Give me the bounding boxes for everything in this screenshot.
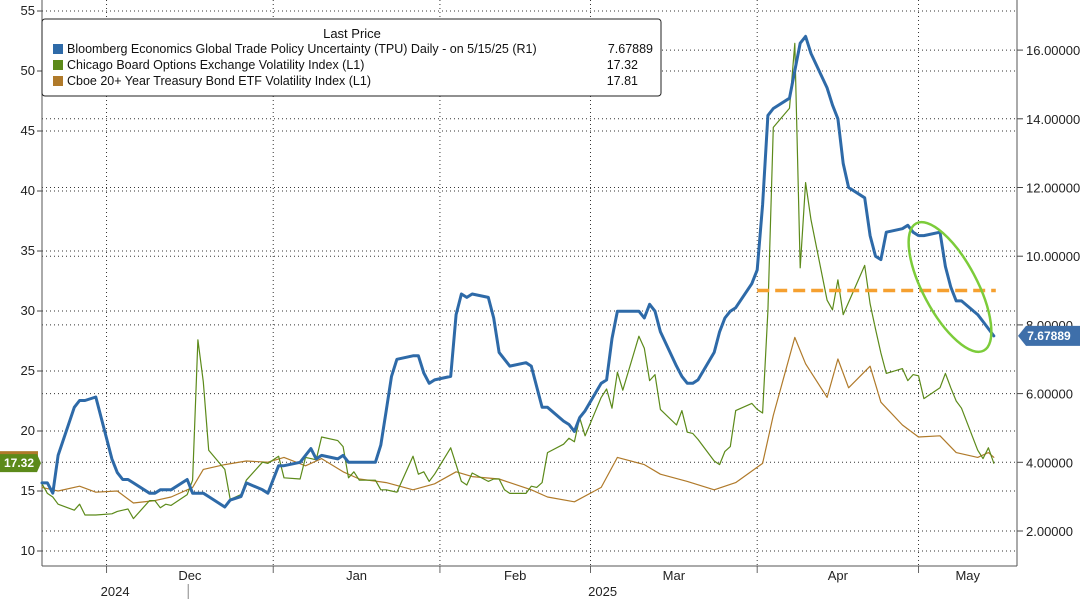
legend-value-tpu: 7.67889 [608, 42, 653, 56]
series-line-vix [41, 42, 995, 520]
legend-swatch-vix [53, 60, 63, 70]
right-axis-tick-label: 12.00000 [1026, 181, 1080, 196]
right-axis-tick-label: 10.00000 [1026, 249, 1080, 264]
left-axis-tick-label: 20 [21, 423, 35, 438]
left-axis-tick-label: 30 [21, 303, 35, 318]
x-axis-year-label: 2025 [588, 584, 617, 599]
legend-title: Last Price [323, 26, 381, 41]
left-axis-tick-label: 25 [21, 363, 35, 378]
right-axis-tick-label: 14.00000 [1026, 112, 1080, 127]
series-line-tpu [40, 34, 996, 509]
x-axis-month-label: Jan [346, 568, 367, 583]
left-axis-tick-label: 10 [21, 543, 35, 558]
x-axis-month-label: May [955, 568, 980, 583]
legend-value-vix: 17.32 [607, 58, 638, 72]
legend: Last Price Bloomberg Economics Global Tr… [41, 18, 662, 97]
legend-value-tyvix: 17.81 [607, 74, 638, 88]
left-axis-tick-label: 15 [21, 483, 35, 498]
vix-last-value-text: 17.32 [4, 456, 34, 470]
right-axis-tick-label: 6.00000 [1026, 387, 1073, 402]
left-axis-tick-label: 55 [21, 3, 35, 18]
series-lines [40, 34, 996, 520]
left-axis-tick-label: 40 [21, 183, 35, 198]
left-axis-tick-label: 35 [21, 243, 35, 258]
axes: 101520253035404550552.000004.000006.0000… [21, 0, 1080, 599]
right-axis-tick-label: 4.00000 [1026, 455, 1073, 470]
legend-swatch-tyvix [53, 76, 63, 86]
tpu-last-value-text: 7.67889 [1027, 329, 1071, 343]
right-axis-tick-label: 2.00000 [1026, 524, 1073, 539]
vix-last-value-badge [0, 454, 41, 473]
tpu-last-value-badge [1018, 325, 1080, 346]
legend-label-tpu: Bloomberg Economics Global Trade Policy … [67, 42, 537, 56]
green-highlight-ellipse [907, 220, 993, 354]
left-axis-tick-label: 50 [21, 63, 35, 78]
x-axis-month-label: Feb [504, 568, 526, 583]
legend-label-tyvix: Cboe 20+ Year Treasury Bond ETF Volatili… [67, 74, 371, 88]
left-axis-tick-label: 45 [21, 123, 35, 138]
right-axis-tick-label: 16.00000 [1026, 43, 1080, 58]
x-axis-month-label: Mar [663, 568, 686, 583]
x-axis-year-label: 2024 [101, 584, 130, 599]
series-line-tyvix [41, 336, 995, 504]
legend-swatch-tpu [53, 44, 63, 54]
legend-box [41, 18, 662, 97]
x-axis-month-label: Dec [178, 568, 202, 583]
legend-label-vix: Chicago Board Options Exchange Volatilit… [67, 58, 364, 72]
x-axis-month-label: Apr [828, 568, 849, 583]
annotations [757, 220, 996, 354]
last-value-badges: 7.67889 17.32 [0, 325, 1080, 473]
